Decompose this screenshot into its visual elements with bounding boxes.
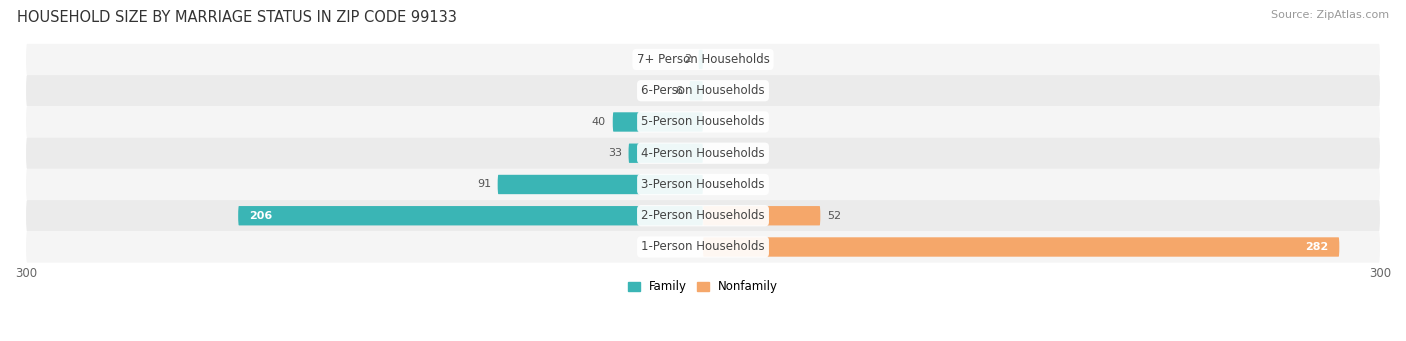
FancyBboxPatch shape	[238, 206, 703, 225]
FancyBboxPatch shape	[699, 50, 703, 69]
Text: 2: 2	[685, 55, 692, 64]
Text: 206: 206	[249, 211, 273, 221]
Text: 282: 282	[1305, 242, 1329, 252]
Text: 3-Person Households: 3-Person Households	[641, 178, 765, 191]
FancyBboxPatch shape	[703, 237, 1340, 257]
Text: 2-Person Households: 2-Person Households	[641, 209, 765, 222]
FancyBboxPatch shape	[27, 231, 1379, 263]
Text: 1-Person Households: 1-Person Households	[641, 240, 765, 253]
FancyBboxPatch shape	[628, 144, 703, 163]
Text: 40: 40	[592, 117, 606, 127]
Legend: Family, Nonfamily: Family, Nonfamily	[623, 276, 783, 298]
FancyBboxPatch shape	[689, 81, 703, 100]
Text: HOUSEHOLD SIZE BY MARRIAGE STATUS IN ZIP CODE 99133: HOUSEHOLD SIZE BY MARRIAGE STATUS IN ZIP…	[17, 10, 457, 25]
FancyBboxPatch shape	[27, 106, 1379, 138]
Text: Source: ZipAtlas.com: Source: ZipAtlas.com	[1271, 10, 1389, 20]
Text: 6-Person Households: 6-Person Households	[641, 84, 765, 97]
FancyBboxPatch shape	[703, 206, 820, 225]
FancyBboxPatch shape	[498, 175, 703, 194]
FancyBboxPatch shape	[613, 112, 703, 132]
FancyBboxPatch shape	[27, 200, 1379, 231]
Text: 4-Person Households: 4-Person Households	[641, 147, 765, 160]
Text: 52: 52	[827, 211, 841, 221]
FancyBboxPatch shape	[27, 169, 1379, 200]
Text: 33: 33	[607, 148, 621, 158]
FancyBboxPatch shape	[27, 75, 1379, 106]
Text: 91: 91	[477, 179, 491, 190]
Text: 5-Person Households: 5-Person Households	[641, 116, 765, 129]
FancyBboxPatch shape	[27, 138, 1379, 169]
Text: 6: 6	[676, 86, 683, 96]
FancyBboxPatch shape	[27, 44, 1379, 75]
Text: 7+ Person Households: 7+ Person Households	[637, 53, 769, 66]
